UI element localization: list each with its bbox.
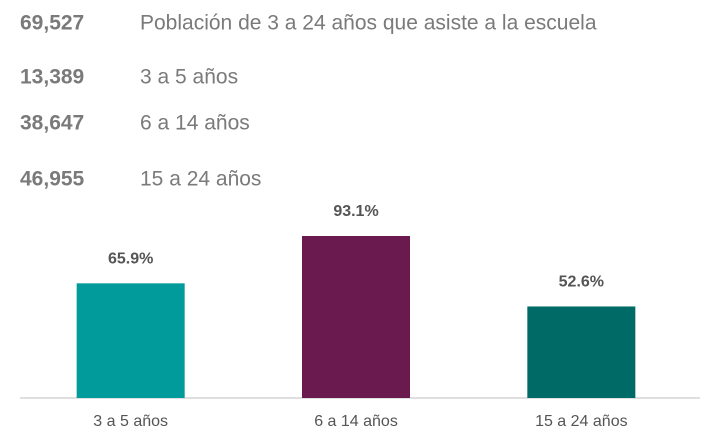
stat-label: 15 a 24 años xyxy=(140,168,261,191)
value-label: 52.6% xyxy=(559,274,604,291)
x-tick-label: 3 a 5 años xyxy=(93,413,168,430)
value-label: 93.1% xyxy=(333,203,378,220)
bar xyxy=(302,236,410,398)
stat-label: Población de 3 a 24 años que asiste a la… xyxy=(140,12,597,35)
stat-number: 38,647 xyxy=(20,112,84,135)
stat-number: 69,527 xyxy=(20,12,84,35)
stat-label: 6 a 14 años xyxy=(140,112,250,135)
stat-number: 13,389 xyxy=(20,66,84,89)
value-label: 65.9% xyxy=(108,251,153,268)
bar xyxy=(76,283,185,398)
bar xyxy=(527,306,636,398)
x-tick-label: 6 a 14 años xyxy=(314,413,398,430)
stat-label: 3 a 5 años xyxy=(140,66,238,89)
x-tick-label: 15 a 24 años xyxy=(535,413,628,430)
stat-number: 46,955 xyxy=(20,168,85,191)
